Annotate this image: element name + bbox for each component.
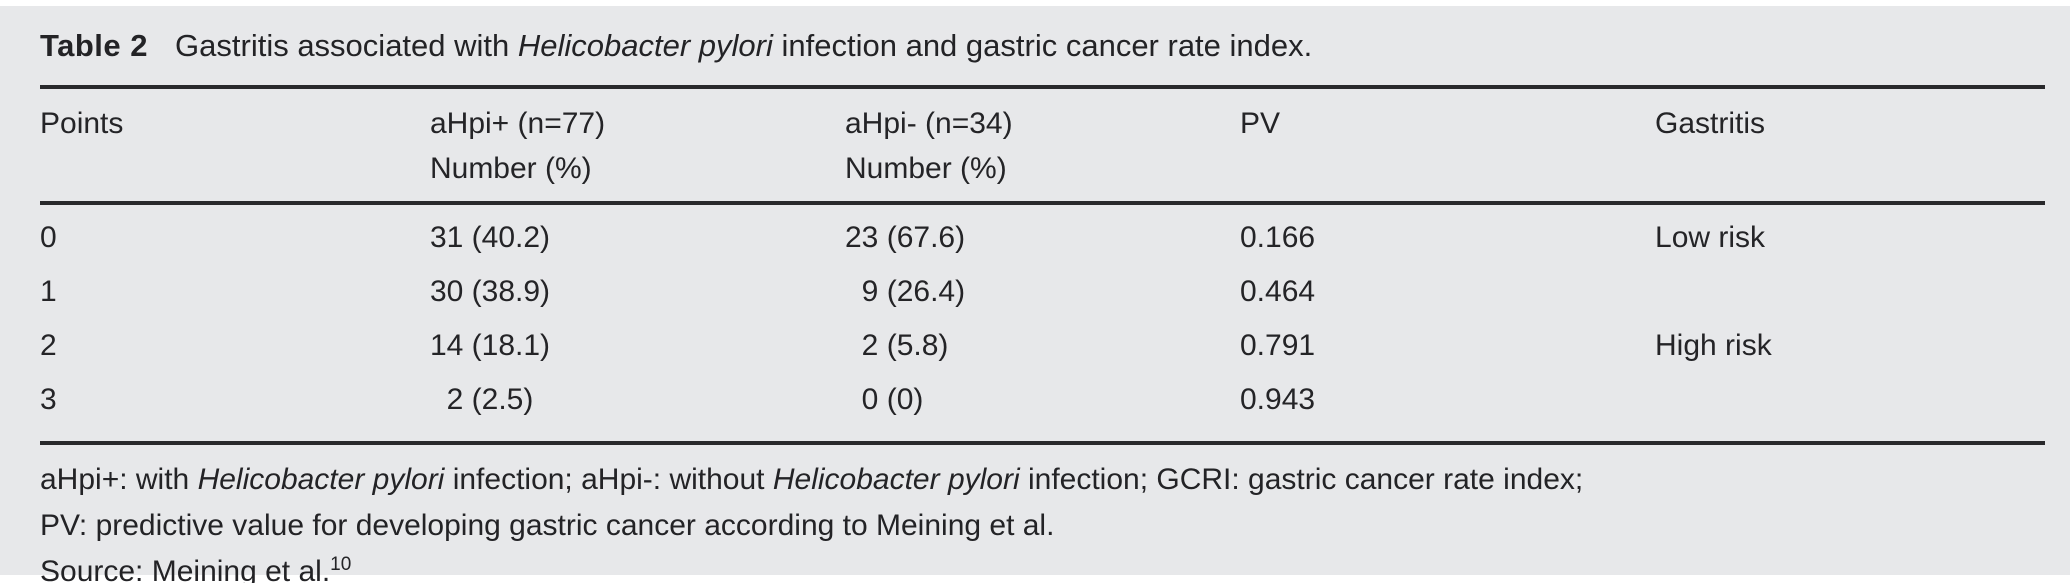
footnote-reference-number: 10 [330, 554, 352, 575]
cell-ahpi-plus: 2 (2.5) [429, 383, 534, 416]
footnote-part: aHpi+: with [40, 463, 198, 496]
table-body: 0 31 (40.2) 23 (67.6) 0.166 Low risk 1 3… [40, 203, 2045, 435]
col-header-gastritis: Gastritis [1655, 87, 2045, 205]
col-header-pv-label: PV [1239, 107, 1281, 140]
footnote-abbreviations: aHpi+: with Helicobacter pylori infectio… [40, 457, 2045, 503]
cell-pv: 0.791 [1239, 329, 1316, 362]
data-table: Points aHpi+ (n=77) Number (%) aHpi- (n=3… [40, 85, 2045, 435]
ahpi-plus-line1: aHpi+ (n=77) [429, 107, 606, 140]
cell-ahpi-minus: 9 (26.4) [845, 275, 966, 308]
col-header-pv: PV [1239, 87, 1656, 205]
cell-ahpi-minus: 2 (5.8) [845, 329, 949, 362]
ahpi-minus-line2: Number (%) [845, 152, 1007, 185]
col-header-ahpi-minus: aHpi- (n=34) Number (%) [845, 87, 1240, 205]
caption-text-after: infection and gastric cancer rate index. [772, 28, 1313, 63]
table-number-label: Table 2 [40, 28, 149, 63]
cell-gastritis: High risk [1655, 329, 1772, 362]
table-row: 1 30 (38.9) 9 (26.4) 0.464 [40, 265, 2045, 319]
cell-gastritis [1655, 373, 2045, 435]
cell-points: 2 [40, 329, 57, 362]
cell-gastritis: Low risk [1655, 221, 1766, 254]
ahpi-plus-line2: Number (%) [429, 152, 592, 185]
footnote-source: Source: Meining et al.10 [40, 549, 2045, 583]
caption-species-italic: Helicobacter pylori [517, 28, 773, 63]
table-row: 2 14 (18.1) 2 (5.8) 0.791 High risk [40, 319, 2045, 373]
cell-points: 0 [40, 221, 57, 254]
cell-ahpi-plus: 31 (40.2) [429, 221, 551, 254]
cell-ahpi-plus: 30 (38.9) [429, 275, 551, 308]
footnote-pv-definition: PV: predictive value for developing gast… [40, 509, 1055, 542]
table-header-row: Points aHpi+ (n=77) Number (%) aHpi- (n=3… [40, 87, 2045, 205]
col-header-points-label: Points [40, 107, 124, 140]
cell-ahpi-minus: 23 (67.6) [845, 221, 966, 254]
footnote-species-italic: Helicobacter pylori [772, 463, 1020, 496]
table-footnotes: aHpi+: with Helicobacter pylori infectio… [40, 445, 2045, 583]
footnote-part: infection; aHpi-: without [444, 463, 773, 496]
footnote-part: infection; GCRI: gastric cancer rate ind… [1019, 463, 1584, 496]
cell-pv: 0.943 [1239, 383, 1316, 416]
footnote-source-text: Source: Meining et al. [40, 555, 331, 583]
caption-text: Gastritis associated with Helicobacter p… [175, 28, 1312, 63]
table-row: 0 31 (40.2) 23 (67.6) 0.166 Low risk [40, 203, 2045, 265]
cell-ahpi-plus: 14 (18.1) [429, 329, 551, 362]
ahpi-minus-line1: aHpi- (n=34) [845, 107, 1013, 140]
table-content: Table 2 Gastritis associated with Helicob… [0, 6, 2070, 583]
col-header-ahpi-plus: aHpi+ (n=77) Number (%) [429, 87, 845, 205]
footnote-species-italic: Helicobacter pylori [197, 463, 445, 496]
cell-points: 3 [40, 383, 57, 416]
caption-text-before: Gastritis associated with [175, 28, 518, 63]
col-header-gastritis-label: Gastritis [1655, 107, 1766, 140]
col-header-points: Points [40, 87, 430, 205]
cell-points: 1 [40, 275, 57, 308]
cell-gastritis [1655, 265, 2045, 319]
cell-pv: 0.166 [1239, 221, 1316, 254]
cell-ahpi-minus: 0 (0) [845, 383, 924, 416]
table-row: 3 2 (2.5) 0 (0) 0.943 [40, 373, 2045, 435]
cell-pv: 0.464 [1239, 275, 1316, 308]
table-panel: Table 2 Gastritis associated with Helicob… [0, 6, 2070, 583]
table-caption: Table 2 Gastritis associated with Helicob… [40, 28, 2045, 85]
table-bottom-rule [40, 441, 2045, 445]
